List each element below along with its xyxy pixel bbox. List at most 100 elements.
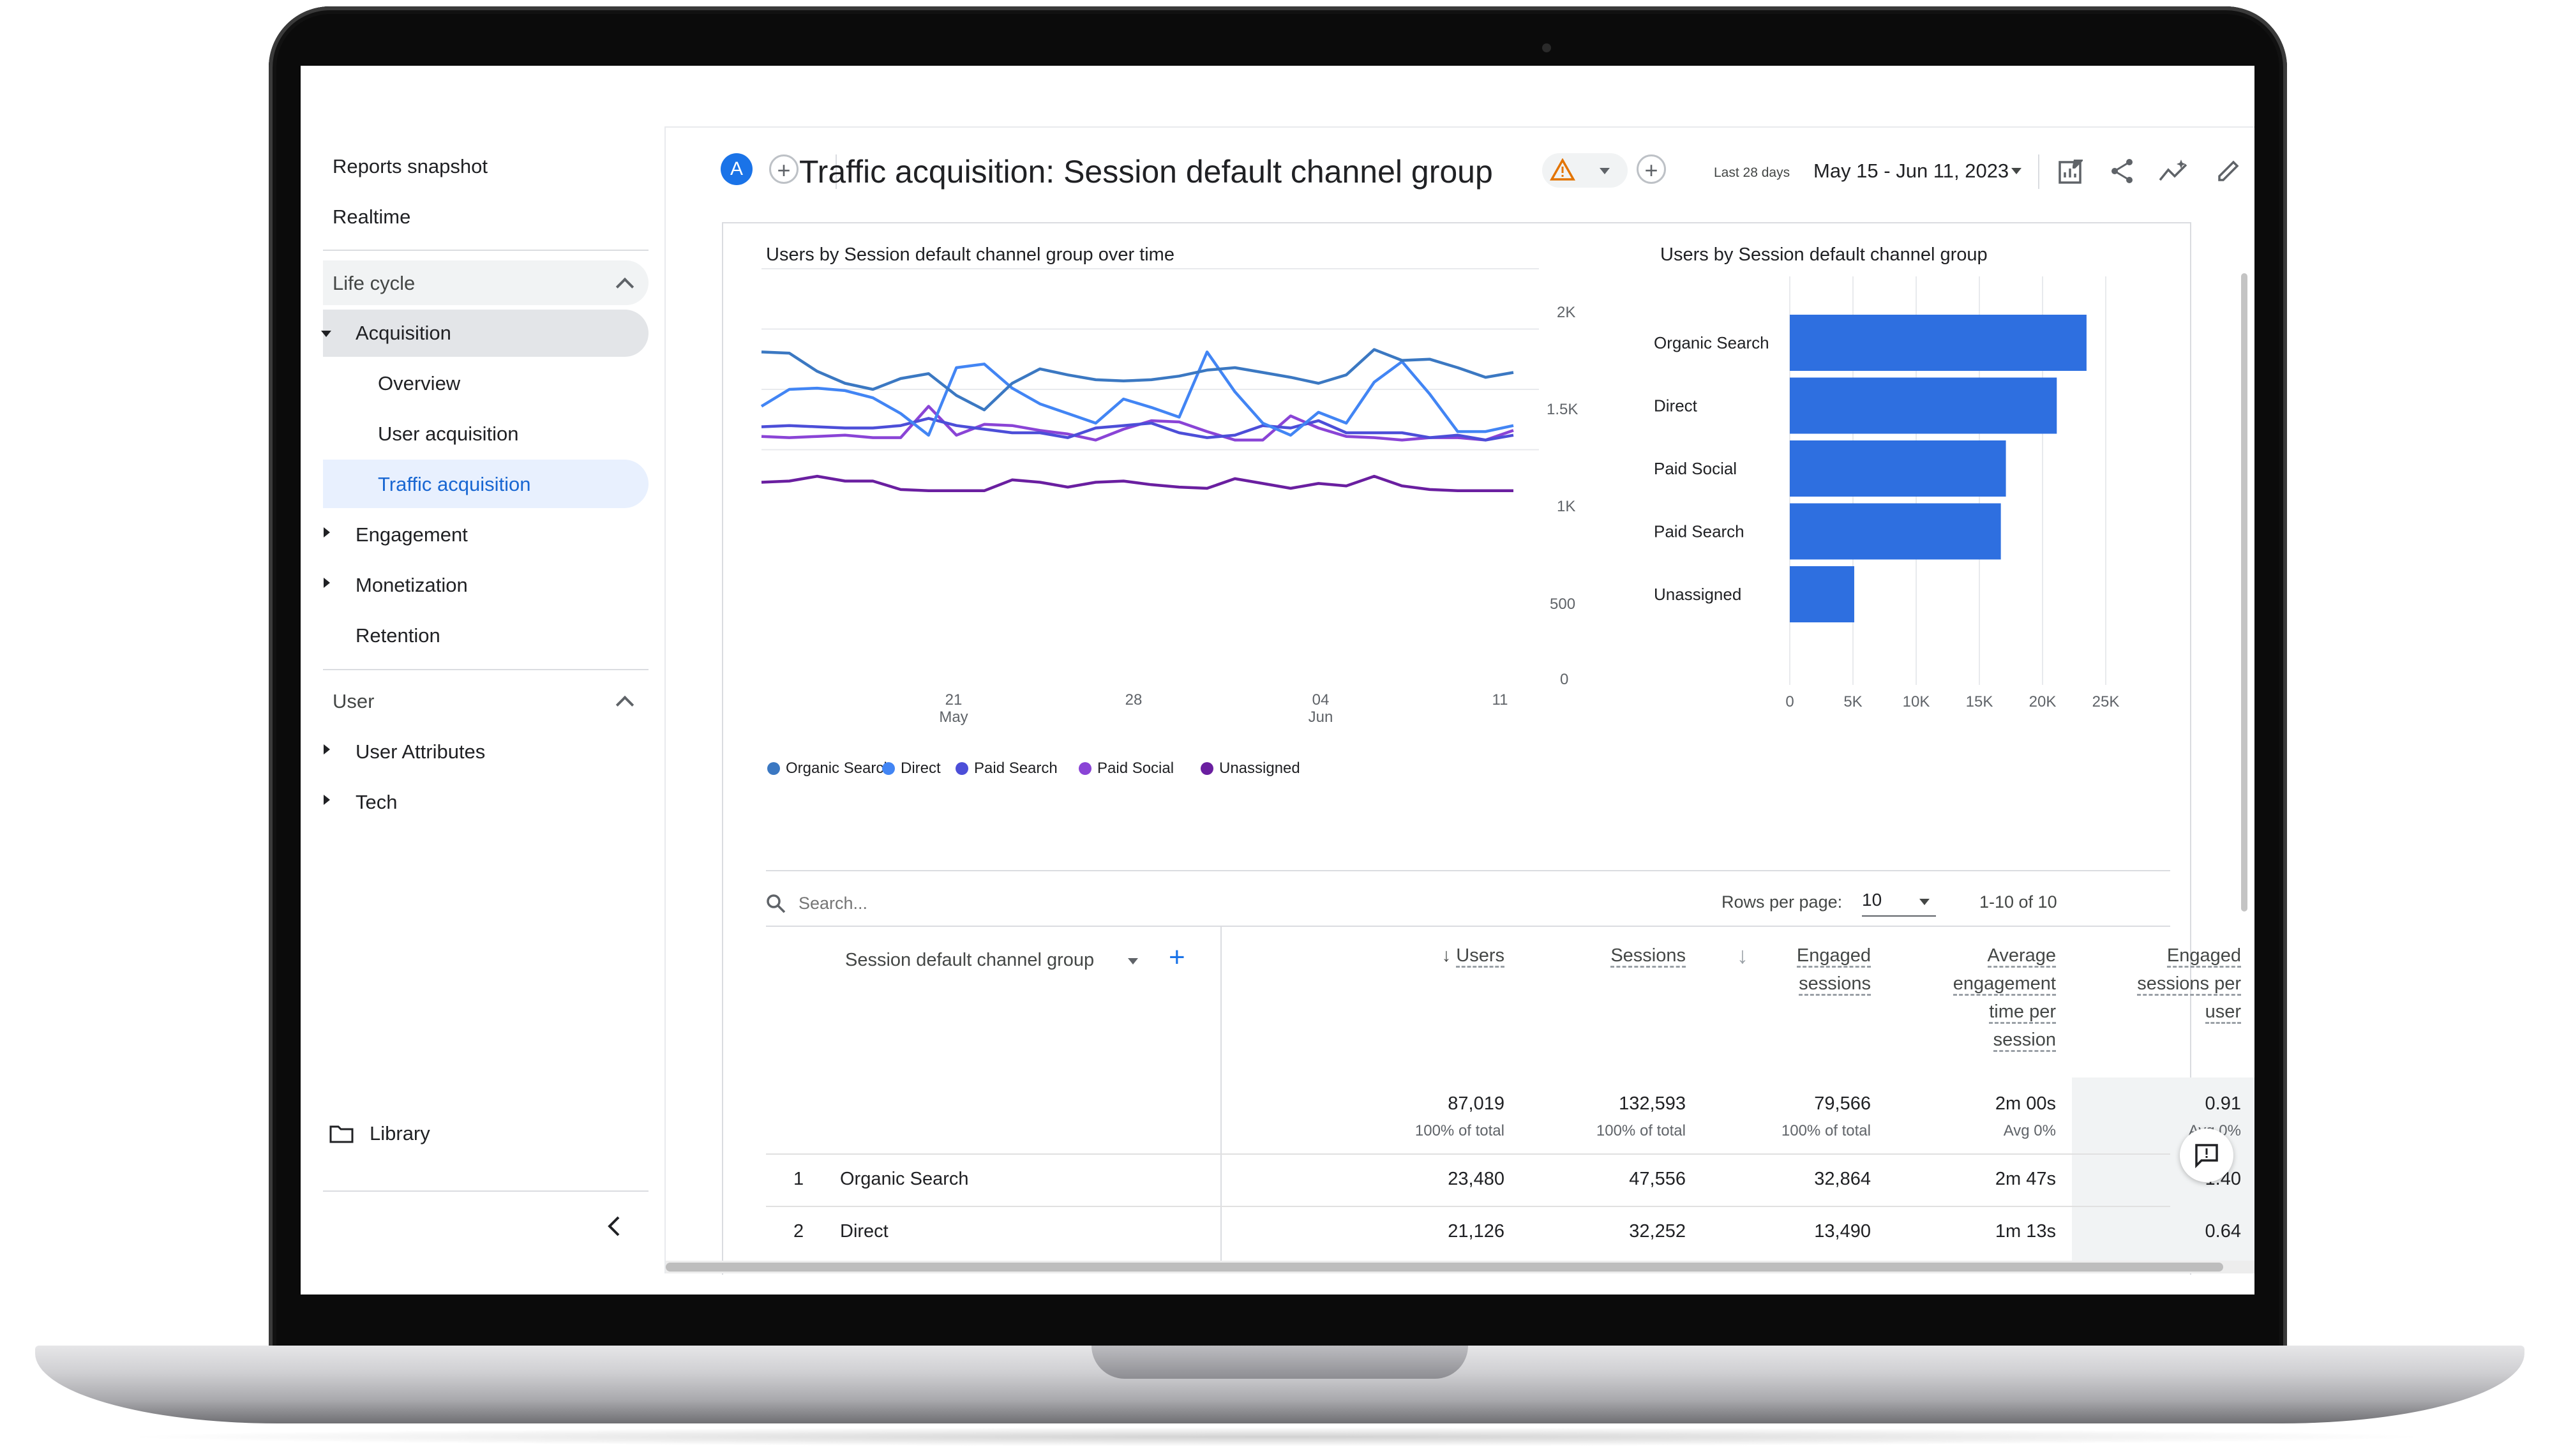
section-user-label[interactable]: User — [333, 690, 375, 712]
insights-icon[interactable] — [2158, 157, 2190, 185]
dimension-column-header[interactable]: Session default channel group — [845, 950, 1095, 970]
bar-category-label: Organic Search — [1654, 333, 1769, 352]
caret-down-icon — [1919, 899, 1930, 905]
x-tick-label: 5K — [1843, 693, 1862, 710]
sessions-column-header[interactable]: Sessions — [1501, 942, 1686, 970]
engaged-sessions-column-header[interactable]: Engaged sessions — [1686, 942, 1871, 998]
total-avg: 2m 00s — [1995, 1093, 2056, 1114]
add-button[interactable]: + — [1637, 154, 1666, 184]
comparison-avatar[interactable]: A — [721, 153, 753, 185]
table-header-divider — [766, 926, 2170, 927]
sidebar-item-monetization[interactable]: Monetization — [356, 574, 468, 596]
total-users-sub: 100% of total — [1414, 1122, 1504, 1139]
date-range-picker[interactable]: May 15 - Jun 11, 2023 — [1813, 160, 2009, 182]
sidebar-item-retention[interactable]: Retention — [356, 624, 440, 647]
chevron-up-icon[interactable] — [615, 695, 634, 714]
row-channel-name[interactable]: Organic Search — [840, 1169, 969, 1189]
legend-item-direct[interactable]: Direct — [882, 760, 941, 777]
folder-icon — [329, 1125, 354, 1143]
bar — [1790, 566, 1854, 622]
sort-arrow-down-icon[interactable]: ↓ — [1737, 942, 1748, 968]
row-engaged: 32,864 — [1814, 1169, 1871, 1189]
legend-label: Unassigned — [1219, 760, 1300, 777]
sidebar-divider — [323, 1190, 649, 1192]
y-tick-label: 0 — [1560, 671, 1569, 688]
customize-report-icon[interactable] — [2057, 157, 2085, 185]
laptop-shadow — [115, 1427, 2438, 1446]
horizontal-scrollbar[interactable] — [666, 1263, 2223, 1272]
legend-label: Paid Social — [1097, 760, 1174, 777]
avg-header-line: engagement — [1953, 973, 2056, 996]
header-divider — [2038, 154, 2039, 189]
bar-category-label: Paid Search — [1654, 522, 1744, 541]
caret-right-icon — [324, 527, 330, 537]
add-comparison-button[interactable]: + — [769, 154, 799, 184]
legend-dot — [1201, 762, 1213, 775]
table-row[interactable] — [766, 1153, 2170, 1207]
sidebar-item-engagement[interactable]: Engagement — [356, 523, 468, 546]
sidebar-item-traffic-acquisition[interactable] — [323, 460, 649, 508]
total-sessions: 132,593 — [1619, 1093, 1686, 1114]
series-line-direct — [760, 350, 1514, 437]
row-avg: 1m 13s — [1995, 1221, 2056, 1242]
section-life-cycle[interactable] — [323, 260, 649, 305]
avg-engagement-column-header[interactable]: Average engagement time per session — [1871, 942, 2056, 1054]
collapse-sidebar-icon[interactable] — [606, 1215, 622, 1238]
sidebar-item-user-acquisition[interactable]: User acquisition — [378, 423, 519, 445]
share-icon[interactable] — [2108, 157, 2136, 185]
legend-item-unassigned[interactable]: Unassigned — [1201, 760, 1300, 777]
date-range-prefix: Last 28 days — [1714, 165, 1790, 180]
bar — [1790, 440, 2006, 497]
table-row[interactable] — [766, 1206, 2170, 1265]
sidebar-item-reports-snapshot[interactable]: Reports snapshot — [333, 155, 488, 177]
sidebar-item-library[interactable]: Library — [370, 1122, 430, 1145]
legend-item-paid-search[interactable]: Paid Search — [956, 760, 1058, 777]
x-tick-label: 21 — [945, 691, 963, 709]
sidebar-item-acquisition[interactable] — [323, 310, 649, 357]
caret-down-icon — [321, 331, 331, 337]
add-dimension-button[interactable]: + — [1169, 942, 1185, 973]
bar — [1790, 503, 2001, 560]
legend-item-organic-search[interactable]: Organic Search — [767, 760, 892, 777]
sort-arrow-down-icon: ↓ — [1441, 945, 1457, 966]
series-line-unassigned — [761, 474, 1513, 493]
users-column-header[interactable]: ↓ Users — [1300, 942, 1504, 970]
legend-dot — [767, 762, 780, 775]
caret-down-icon[interactable] — [1128, 958, 1138, 964]
caret-right-icon — [324, 578, 330, 588]
row-channel-name[interactable]: Direct — [840, 1221, 889, 1242]
x-tick-label: 04 — [1312, 691, 1330, 709]
row-sessions: 32,252 — [1629, 1221, 1686, 1242]
laptop-screen: Reports snapshot Realtime Life cycle Acq… — [301, 66, 2254, 1295]
sidebar-item-tech[interactable]: Tech — [356, 791, 398, 813]
esp-header-line: sessions per — [2137, 973, 2241, 996]
alert-menu-button[interactable] — [1542, 153, 1628, 188]
table-search-input[interactable] — [797, 890, 1119, 917]
caret-right-icon — [324, 795, 330, 805]
pagination-label: 1-10 of 10 — [1979, 892, 2057, 912]
feedback-button[interactable] — [2180, 1129, 2233, 1182]
bar-category-label: Unassigned — [1654, 585, 1741, 604]
edit-icon[interactable] — [2214, 157, 2242, 185]
rows-per-page-select[interactable]: 10 — [1862, 890, 1936, 917]
x-tick-month: May — [939, 709, 968, 726]
sidebar-item-user-attributes[interactable]: User Attributes — [356, 740, 486, 763]
engaged-per-user-column-header[interactable]: Engaged sessions per user — [2056, 942, 2241, 1026]
sidebar-item-traffic-acquisition-label: Traffic acquisition — [378, 473, 531, 495]
legend-item-paid-social[interactable]: Paid Social — [1079, 760, 1174, 777]
legend-label: Paid Search — [974, 760, 1058, 777]
legend-dot — [1079, 762, 1091, 775]
camera-icon — [1542, 43, 1551, 52]
rows-per-page-value: 10 — [1862, 890, 1882, 910]
sidebar-item-realtime[interactable]: Realtime — [333, 206, 411, 228]
legend-dot — [882, 762, 895, 775]
sidebar-item-acquisition-label: Acquisition — [356, 322, 451, 344]
x-tick-label: 11 — [1492, 691, 1508, 709]
total-users: 87,019 — [1448, 1093, 1504, 1114]
row-users: 21,126 — [1448, 1221, 1504, 1242]
caret-down-icon[interactable] — [2011, 168, 2021, 174]
vertical-scrollbar[interactable] — [2241, 273, 2247, 912]
sidebar-item-overview[interactable]: Overview — [378, 372, 461, 394]
sessions-header-label: Sessions — [1610, 945, 1686, 968]
sidebar-divider — [323, 250, 649, 251]
